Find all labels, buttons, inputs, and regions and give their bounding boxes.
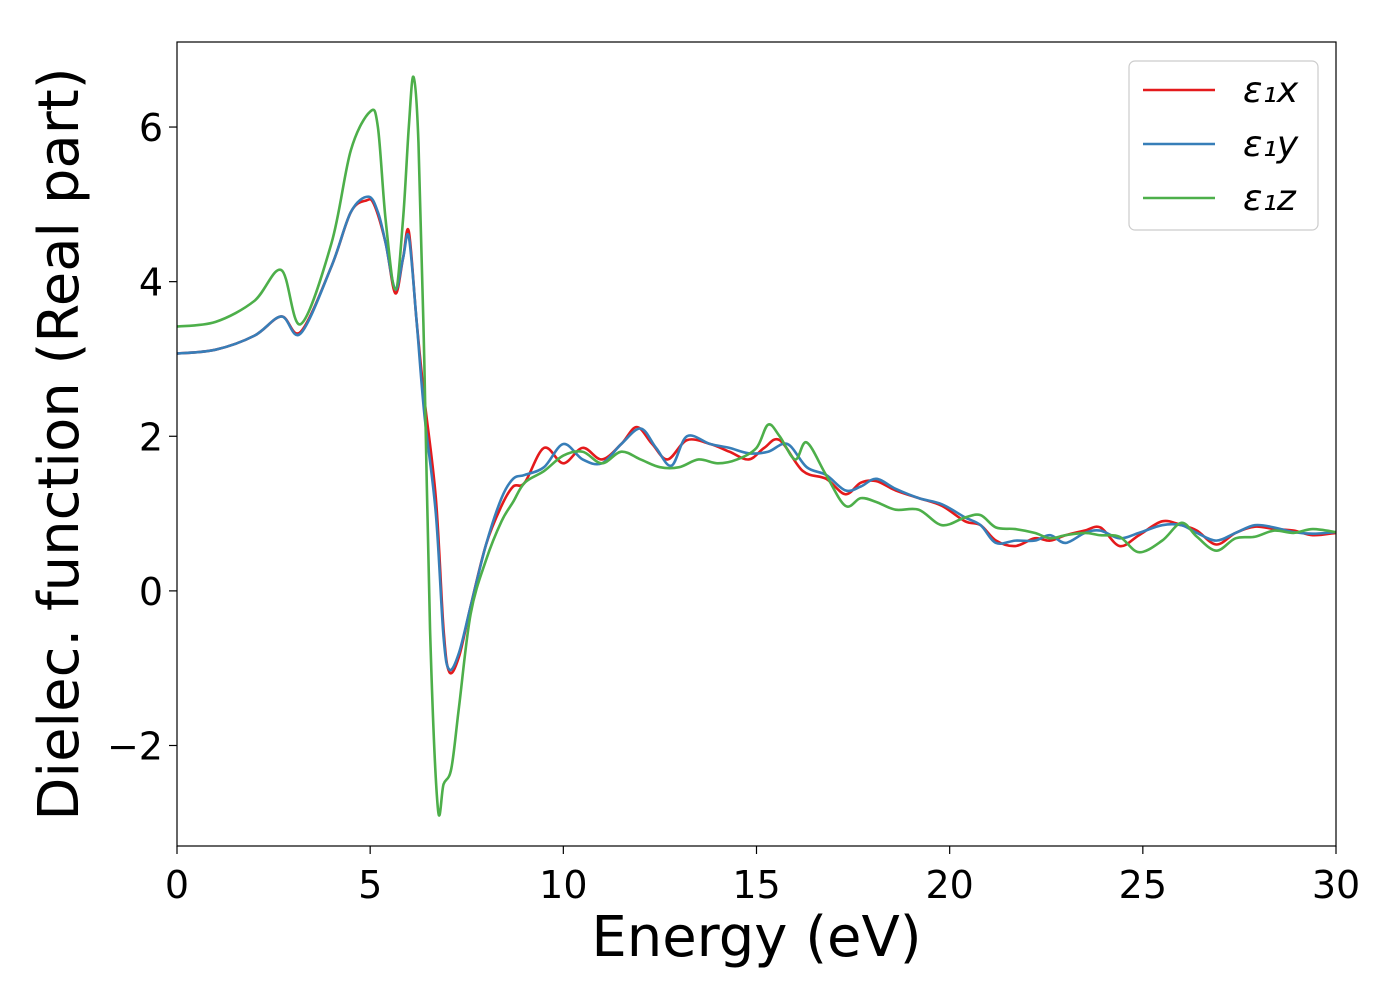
x-axis-title: Energy (eV) (591, 905, 921, 970)
x-axis: 0 5 10 15 20 25 30 (165, 846, 1360, 907)
x-tick-label: 5 (358, 863, 382, 907)
y-tick-label: 4 (139, 261, 163, 305)
y-tick-label: 2 (139, 415, 163, 459)
series-line-3 (177, 75, 1336, 817)
legend-label-1: ε₁x (1243, 70, 1299, 111)
x-tick-label: 30 (1312, 863, 1360, 907)
x-tick-label: 10 (539, 863, 587, 907)
y-tick-label: −2 (107, 725, 163, 769)
x-tick-label: 20 (925, 863, 973, 907)
legend-box (1128, 60, 1319, 231)
series-layer (177, 75, 1336, 817)
y-tick-label: 0 (139, 570, 163, 614)
legend-label-2: ε₁y (1243, 124, 1299, 165)
series-line-2 (177, 195, 1336, 672)
x-tick-label: 25 (1119, 863, 1167, 907)
y-tick-label: 6 (139, 106, 163, 150)
legend-label-3: ε₁z (1243, 178, 1297, 219)
series-line-1 (177, 197, 1336, 675)
legend: ε₁x ε₁y ε₁z (1128, 60, 1319, 231)
y-axis: −2 0 2 4 6 (107, 106, 177, 769)
y-axis-title: Dielec. function (Real part) (27, 67, 92, 820)
x-tick-label: 15 (732, 863, 780, 907)
x-tick-label: 0 (165, 863, 189, 907)
